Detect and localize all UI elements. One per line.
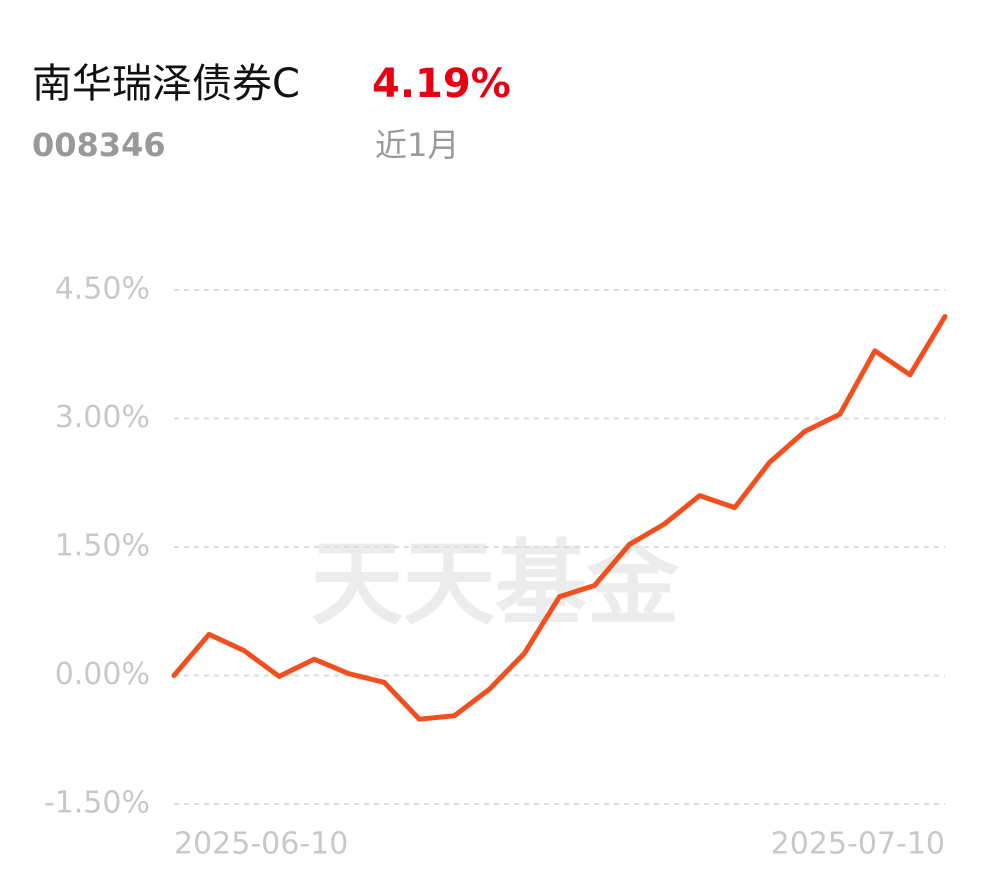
fund-code: 008346 [32,126,166,164]
x-tick-label: 2025-06-10 [174,827,348,862]
y-tick-label: 1.50% [55,529,150,564]
watermark: 天天基金 [311,530,680,637]
y-tick-label: 3.00% [55,400,150,435]
series-line [171,314,948,722]
y-tick-label: 4.50% [55,272,150,307]
y-tick-label: -1.50% [44,786,150,821]
fund-return: 4.19% [372,61,511,107]
period: 近1月 [375,126,459,164]
fund-name: 南华瑞泽债券C [32,61,300,107]
x-tick-label: 2025-07-10 [771,827,945,862]
y-tick-label: 0.00% [55,657,150,692]
